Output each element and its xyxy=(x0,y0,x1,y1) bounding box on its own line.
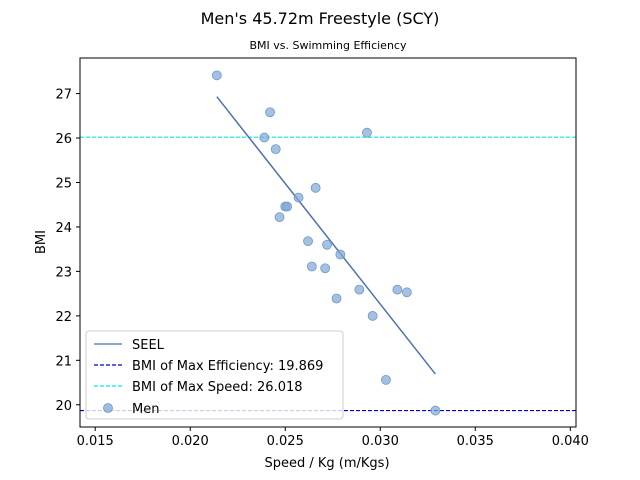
scatter-point xyxy=(211,70,222,81)
scatter-point xyxy=(303,236,313,247)
x-tick-label: 0.040 xyxy=(552,434,589,449)
scatter-point xyxy=(335,249,346,260)
x-tick-label: 0.030 xyxy=(362,434,399,449)
scatter-point xyxy=(362,127,372,138)
legend: SEEL BMI of Max Efficiency: 19.869 BMI o… xyxy=(85,330,344,420)
y-tick-label: 23 xyxy=(55,265,72,280)
x-tick-label: 0.025 xyxy=(267,434,304,449)
x-tick-label: 0.035 xyxy=(457,434,494,449)
y-tick-label: 26 xyxy=(55,132,72,147)
scatter-point xyxy=(282,201,293,212)
legend-label-max-speed: BMI of Max Speed: 26.018 xyxy=(132,380,303,395)
y-axis-label: BMI xyxy=(34,230,49,254)
scatter-point xyxy=(354,284,365,295)
scatter-point xyxy=(259,132,270,143)
scatter-point xyxy=(265,107,275,118)
scatter-point xyxy=(274,212,285,223)
y-tick-label: 21 xyxy=(55,354,72,369)
plot-frame xyxy=(79,57,577,428)
legend-label-seel: SEEL xyxy=(132,338,165,353)
scatter-point xyxy=(270,144,281,155)
scatter-points xyxy=(211,70,441,416)
scatter-point xyxy=(320,263,331,274)
legend-box xyxy=(85,330,344,420)
seel-line-layer xyxy=(216,96,436,375)
scatter-point xyxy=(306,261,317,272)
legend-label-men: Men xyxy=(132,402,159,417)
y-axis-ticks: 20 21 22 23 24 25 26 27 xyxy=(55,88,80,414)
legend-swatch-men xyxy=(103,403,113,413)
scatter-point xyxy=(293,192,304,203)
x-tick-label: 0.020 xyxy=(172,434,209,449)
scatter-point xyxy=(310,182,321,193)
seel-line xyxy=(216,96,436,375)
scatter-point xyxy=(331,293,342,304)
x-tick-label: 0.015 xyxy=(77,434,114,449)
y-tick-label: 20 xyxy=(55,399,72,414)
y-tick-label: 27 xyxy=(55,88,72,103)
scatter-point xyxy=(381,374,391,385)
scatter-point xyxy=(322,239,332,250)
y-tick-label: 22 xyxy=(55,310,72,325)
chart-title: Men's 45.72m Freestyle (SCY) xyxy=(201,9,440,28)
y-tick-label: 24 xyxy=(55,221,72,236)
x-axis-ticks: 0.015 0.020 0.025 0.030 0.035 0.040 xyxy=(77,427,589,449)
chart-subtitle: BMI vs. Swimming Efficiency xyxy=(250,39,407,52)
scatter-point xyxy=(392,284,403,295)
x-axis-label: Speed / Kg (m/Kgs) xyxy=(264,456,389,471)
y-tick-label: 25 xyxy=(55,176,72,191)
scatter-point xyxy=(401,287,412,298)
scatter-point xyxy=(430,405,441,416)
legend-label-max-efficiency: BMI of Max Efficiency: 19.869 xyxy=(132,359,323,374)
scatter-point xyxy=(367,310,378,321)
